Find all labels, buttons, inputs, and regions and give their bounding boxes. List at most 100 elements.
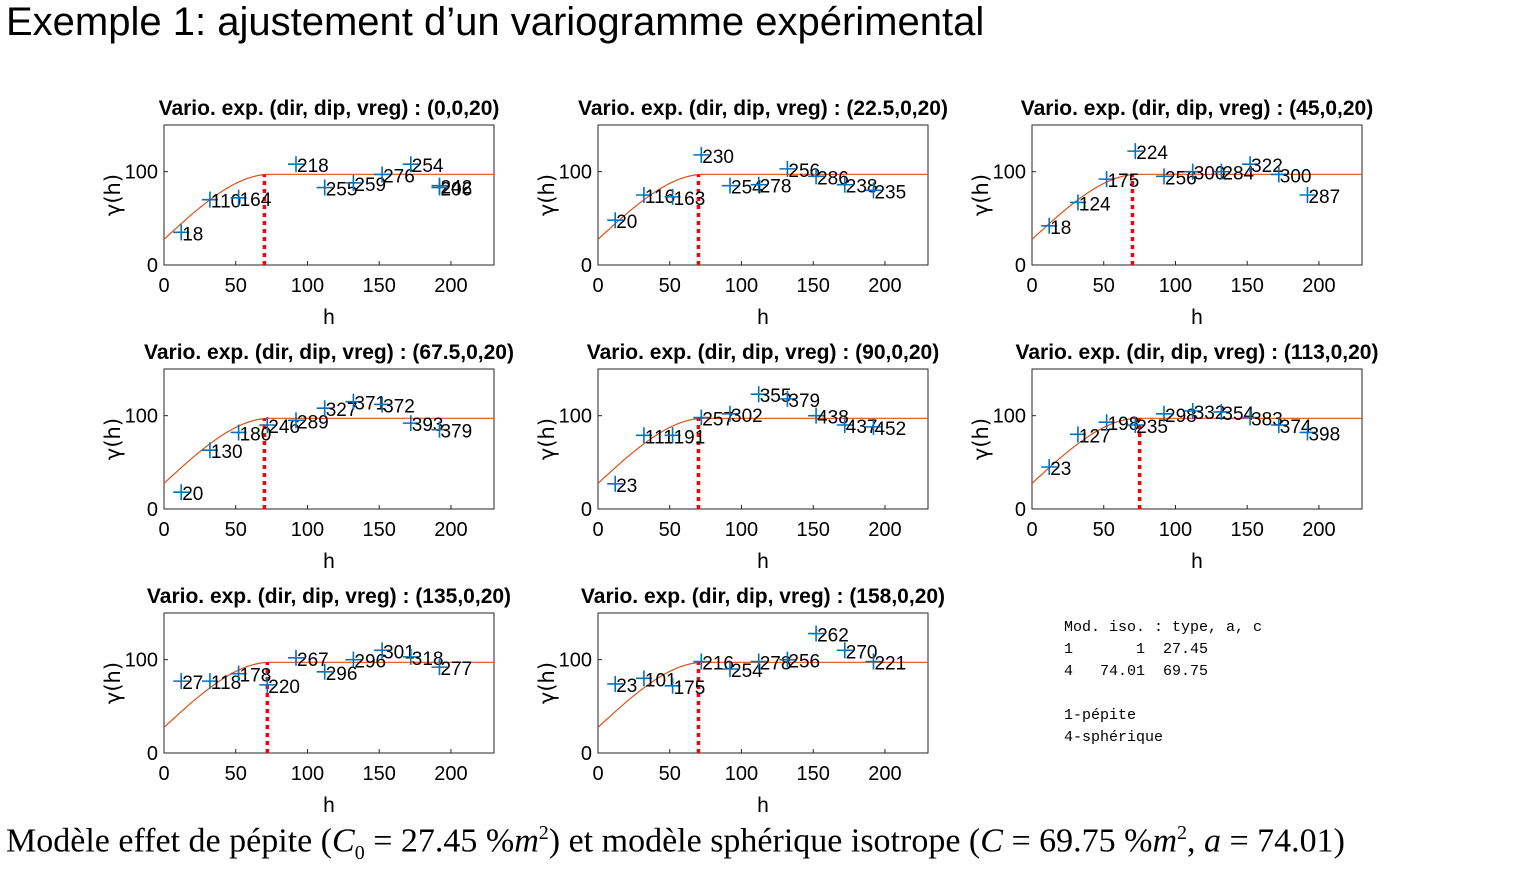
data-label: 110 xyxy=(211,192,241,213)
data-label: 180 xyxy=(240,424,272,445)
data-label: 118 xyxy=(211,673,241,694)
x-tick-label: 100 xyxy=(1159,275,1192,297)
x-tick-label: 200 xyxy=(434,275,467,297)
model-info-box: Mod. iso. : type, a, c 1 1 27.45 4 74.01 6… xyxy=(1064,617,1262,749)
chart-title: Vario. exp. (dir, dip, vreg) : (90,0,20) xyxy=(587,341,939,364)
data-label: 327 xyxy=(326,400,358,421)
data-point xyxy=(1098,171,1115,188)
data-point xyxy=(722,405,738,422)
data-point xyxy=(750,386,767,403)
x-tick-label: 200 xyxy=(868,519,901,541)
data-label: 116 xyxy=(645,187,675,208)
data-label: 379 xyxy=(440,422,472,443)
data-point xyxy=(1213,403,1230,420)
data-label: 437 xyxy=(846,417,878,438)
data-point xyxy=(693,653,710,670)
caption: Modèle effet de pépite (C0 = 27.45 %m2) … xyxy=(6,822,1345,865)
y-tick-label: 100 xyxy=(125,406,158,428)
x-tick-label: 0 xyxy=(1026,519,1037,541)
data-label: 318 xyxy=(412,649,444,670)
y-axis-label: γ(h) xyxy=(101,418,125,460)
data-point xyxy=(1213,163,1230,180)
data-label: 206 xyxy=(440,180,472,201)
data-point xyxy=(1069,426,1086,443)
data-label: 262 xyxy=(817,626,849,647)
chart-title: Vario. exp. (dir, dip, vreg) : (135,0,20… xyxy=(147,585,511,608)
caption-symbol: m xyxy=(1152,822,1177,860)
data-label: 372 xyxy=(383,396,415,417)
model-info-line: 1-pépite xyxy=(1064,707,1137,724)
data-point xyxy=(836,176,853,193)
data-label: 371 xyxy=(354,394,386,415)
data-label: 355 xyxy=(760,386,792,407)
caption-superscript: 2 xyxy=(1177,822,1187,844)
chart-title: Vario. exp. (dir, dip, vreg) : (0,0,20) xyxy=(159,97,500,120)
model-info-line: 1 1 27.45 xyxy=(1064,641,1209,658)
data-label: 259 xyxy=(354,175,386,196)
data-point xyxy=(173,484,190,501)
caption-superscript: 2 xyxy=(538,822,549,844)
x-axis-label: h xyxy=(323,794,335,817)
data-point xyxy=(808,168,825,185)
x-tick-label: 150 xyxy=(363,763,396,785)
data-point xyxy=(345,174,362,191)
data-point xyxy=(402,156,419,173)
x-tick-label: 50 xyxy=(659,275,681,297)
data-point xyxy=(635,670,652,687)
data-point xyxy=(316,179,333,196)
data-point xyxy=(173,224,190,241)
plot-area xyxy=(163,368,495,510)
data-point xyxy=(1127,143,1144,160)
data-point xyxy=(1041,217,1058,234)
x-tick-label: 0 xyxy=(158,519,169,541)
y-axis-label: γ(h) xyxy=(535,418,559,460)
data-label: 270 xyxy=(846,642,878,663)
data-label: 230 xyxy=(702,147,734,168)
data-point xyxy=(836,642,853,659)
data-point xyxy=(722,177,738,194)
data-label: 332 xyxy=(1194,403,1226,424)
plot-area xyxy=(163,612,495,754)
caption-subscript: 0 xyxy=(354,842,365,865)
x-tick-label: 0 xyxy=(158,763,169,785)
caption-text: , xyxy=(1187,822,1204,860)
y-axis-label: γ(h) xyxy=(969,174,993,216)
model-curve xyxy=(597,417,928,484)
x-tick-label: 0 xyxy=(158,275,169,297)
data-label: 287 xyxy=(1308,187,1340,208)
data-point xyxy=(1242,156,1259,173)
data-label: 301 xyxy=(383,642,415,663)
data-point xyxy=(259,417,276,433)
data-point xyxy=(664,188,681,205)
x-axis-label: h xyxy=(323,306,335,329)
data-point xyxy=(664,427,681,444)
x-tick-label: 200 xyxy=(868,275,901,297)
data-point xyxy=(808,407,825,424)
data-point xyxy=(288,649,304,666)
data-label: 277 xyxy=(440,659,472,680)
data-point xyxy=(345,651,362,668)
data-point xyxy=(865,653,882,670)
data-point xyxy=(402,415,419,432)
data-label: 111 xyxy=(645,427,674,448)
data-label: 296 xyxy=(354,652,386,673)
data-point xyxy=(693,409,710,426)
data-label: 124 xyxy=(1079,194,1111,215)
data-label: 20 xyxy=(616,212,637,233)
data-point xyxy=(808,625,825,642)
x-tick-label: 50 xyxy=(1093,519,1115,541)
data-point xyxy=(431,659,448,676)
caption-symbol: a xyxy=(1204,822,1221,860)
y-tick-label: 0 xyxy=(1015,499,1026,521)
x-tick-label: 100 xyxy=(291,763,324,785)
data-point xyxy=(779,390,796,407)
x-tick-label: 200 xyxy=(434,763,467,785)
data-point xyxy=(865,182,882,199)
chart-title: Vario. exp. (dir, dip, vreg) : (45,0,20) xyxy=(1021,97,1373,120)
data-point xyxy=(1127,417,1144,433)
data-point xyxy=(1242,409,1259,426)
data-point xyxy=(1041,459,1058,475)
x-tick-label: 50 xyxy=(225,519,247,541)
data-label: 322 xyxy=(1251,156,1283,177)
